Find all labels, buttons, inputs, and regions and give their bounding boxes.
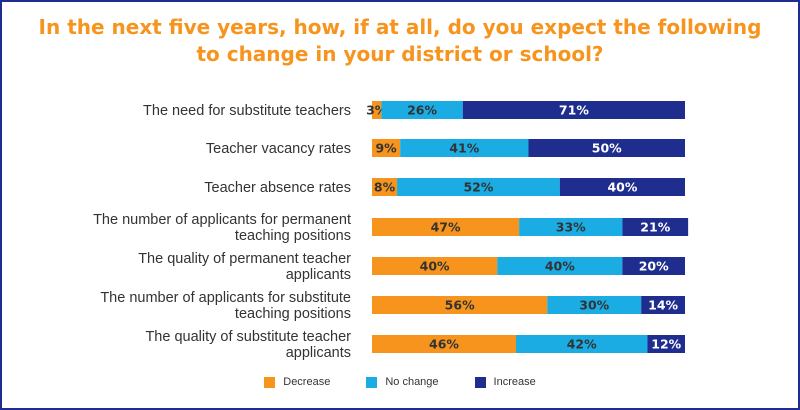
bar-increase-row-2 bbox=[528, 139, 685, 157]
category-label-line: teaching positions bbox=[235, 306, 351, 322]
data-label-no-change-row-3: 52% bbox=[463, 180, 493, 195]
chart-title-line-1: In the next five years, how, if at all, … bbox=[38, 15, 762, 39]
data-label-increase-row-2: 50% bbox=[592, 141, 622, 156]
legend-swatch-decrease bbox=[264, 376, 276, 388]
legend-label-increase: Increase bbox=[493, 376, 536, 388]
bar-increase-row-1 bbox=[462, 101, 685, 119]
category-label-7: The quality of substitute teacher applica… bbox=[145, 329, 351, 361]
data-label-decrease-row-3: 8% bbox=[374, 180, 396, 195]
bar-decrease-row-3 bbox=[372, 178, 398, 196]
category-label-6: The number of applicants for substitute t… bbox=[100, 290, 351, 322]
bar-increase-row-7 bbox=[647, 335, 685, 353]
data-label-no-change-row-2: 41% bbox=[449, 141, 479, 156]
chart-legend: Decrease No change Increase bbox=[2, 376, 798, 388]
data-label-no-change-row-4: 33% bbox=[556, 220, 586, 235]
legend-label-decrease: Decrease bbox=[283, 376, 331, 388]
bar-no-change-row-6 bbox=[547, 296, 642, 314]
data-label-no-change-row-1: 26% bbox=[407, 103, 437, 118]
data-label-decrease-row-2: 9% bbox=[375, 141, 397, 156]
category-label-line: The quality of substitute teacher bbox=[145, 329, 351, 345]
category-label-line: Teacher absence rates bbox=[204, 180, 351, 196]
category-label-line: The need for substitute teachers bbox=[143, 103, 351, 119]
bar-no-change-row-1 bbox=[381, 101, 463, 119]
category-label-line: The number of applicants for substitute bbox=[100, 290, 351, 306]
data-label-increase-row-1: 71% bbox=[559, 103, 589, 118]
bar-no-change-row-5 bbox=[497, 257, 623, 275]
legend-swatch-increase bbox=[474, 376, 486, 388]
category-label-line: The quality of permanent teacher bbox=[138, 251, 351, 267]
data-label-increase-row-3: 40% bbox=[607, 180, 637, 195]
category-label-line: applicants bbox=[286, 345, 351, 361]
category-label-line: The number of applicants for permanent bbox=[93, 212, 351, 228]
chart-title-line-2: to change in your district or school? bbox=[196, 42, 604, 66]
bar-decrease-row-6 bbox=[372, 296, 548, 314]
category-label-line: applicants bbox=[286, 267, 351, 283]
data-label-increase-row-4: 21% bbox=[640, 220, 670, 235]
bar-increase-row-4 bbox=[622, 218, 689, 236]
data-label-decrease-row-4: 47% bbox=[431, 220, 461, 235]
bar-decrease-row-1 bbox=[372, 101, 382, 119]
bar-increase-row-3 bbox=[559, 178, 685, 196]
bar-decrease-row-4 bbox=[372, 218, 520, 236]
bar-increase-row-6 bbox=[641, 296, 685, 314]
chart-title: In the next five years, how, if at all, … bbox=[2, 14, 798, 68]
category-label-3: Teacher absence rates bbox=[204, 180, 351, 196]
data-label-decrease-row-5: 40% bbox=[420, 259, 450, 274]
data-label-increase-row-5: 20% bbox=[639, 259, 669, 274]
category-label-line: Teacher vacancy rates bbox=[206, 141, 351, 157]
data-label-increase-row-6: 14% bbox=[648, 298, 678, 313]
bar-increase-row-5 bbox=[622, 257, 685, 275]
category-label-1: The need for substitute teachers bbox=[143, 103, 351, 119]
category-label-line: teaching positions bbox=[235, 228, 351, 244]
legend-item-decrease: Decrease bbox=[264, 376, 330, 388]
legend-item-increase: Increase bbox=[474, 376, 536, 388]
category-label-2: Teacher vacancy rates bbox=[206, 141, 351, 157]
bar-no-change-row-3 bbox=[397, 178, 560, 196]
bar-decrease-row-7 bbox=[372, 335, 516, 353]
data-label-no-change-row-7: 42% bbox=[567, 337, 597, 352]
data-label-decrease-row-7: 46% bbox=[429, 337, 459, 352]
bar-decrease-row-2 bbox=[372, 139, 401, 157]
bar-no-change-row-7 bbox=[515, 335, 648, 353]
data-label-no-change-row-6: 30% bbox=[579, 298, 609, 313]
data-label-decrease-row-6: 56% bbox=[445, 298, 475, 313]
data-label-no-change-row-5: 40% bbox=[545, 259, 575, 274]
bar-no-change-row-2 bbox=[400, 139, 529, 157]
bar-decrease-row-5 bbox=[372, 257, 498, 275]
category-label-5: The quality of permanent teacher applican… bbox=[138, 251, 351, 283]
legend-label-no-change: No change bbox=[385, 376, 439, 388]
bar-no-change-row-4 bbox=[519, 218, 623, 236]
legend-item-no-change: No change bbox=[366, 376, 439, 388]
legend-swatch-no-change bbox=[366, 376, 378, 388]
data-label-increase-row-7: 12% bbox=[651, 337, 681, 352]
category-label-4: The number of applicants for permanent te… bbox=[93, 212, 351, 244]
